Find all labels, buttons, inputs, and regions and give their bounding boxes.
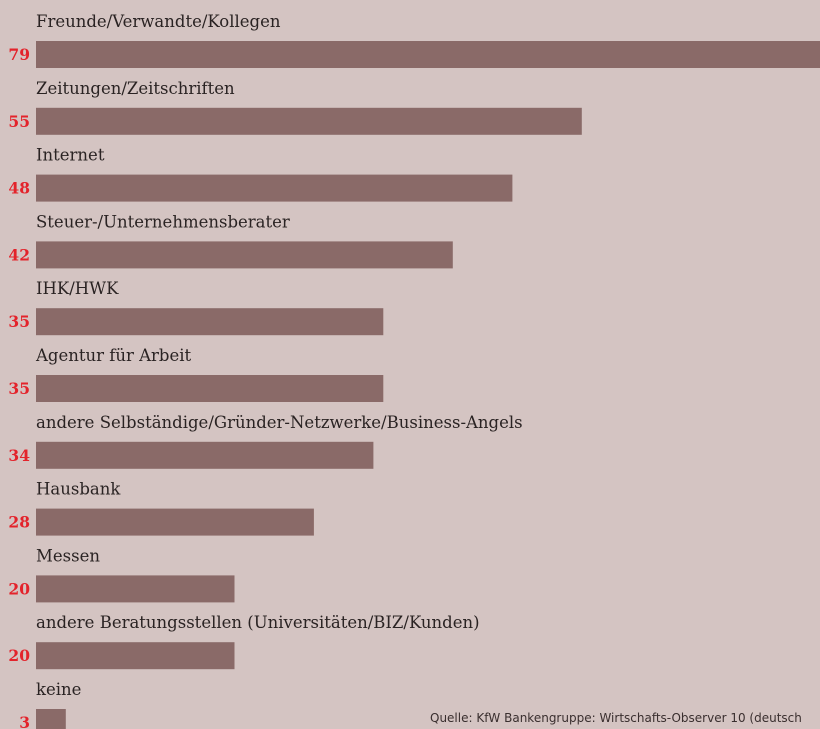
bar xyxy=(36,709,66,729)
value-label: 35 xyxy=(8,312,30,331)
bar xyxy=(36,174,513,202)
category-label: andere Beratungsstellen (Universitäten/B… xyxy=(36,613,480,632)
value-label: 79 xyxy=(8,45,30,64)
value-label: 34 xyxy=(8,446,30,465)
category-label: andere Selbständige/Gründer-Netzwerke/Bu… xyxy=(36,413,523,432)
bar xyxy=(36,508,314,536)
category-label: Freunde/Verwandte/Kollegen xyxy=(36,12,281,31)
value-label: 42 xyxy=(8,245,30,264)
value-label: 35 xyxy=(8,379,30,398)
category-label: Zeitungen/Zeitschriften xyxy=(36,79,235,98)
category-label: IHK/HWK xyxy=(36,279,119,298)
source-note: Quelle: KfW Bankengruppe: Wirtschafts-Ob… xyxy=(430,711,802,725)
category-label: Hausbank xyxy=(36,480,121,499)
category-label: Agentur für Arbeit xyxy=(35,346,192,365)
bar xyxy=(36,441,374,469)
value-label: 55 xyxy=(8,112,30,131)
bar xyxy=(36,642,235,670)
category-label: keine xyxy=(36,680,81,699)
bar xyxy=(36,308,384,336)
bar xyxy=(36,575,235,603)
bar xyxy=(36,375,384,402)
value-label: 48 xyxy=(8,179,30,198)
category-label: Steuer-/Unternehmensberater xyxy=(36,212,290,231)
category-label: Internet xyxy=(36,146,105,165)
value-label: 20 xyxy=(8,579,30,598)
bar xyxy=(36,241,453,269)
bar xyxy=(36,41,820,68)
value-label: 20 xyxy=(8,646,30,665)
value-label: 28 xyxy=(8,513,30,532)
value-label: 3 xyxy=(19,713,30,729)
category-label: Messen xyxy=(36,546,100,565)
bar xyxy=(36,107,582,135)
